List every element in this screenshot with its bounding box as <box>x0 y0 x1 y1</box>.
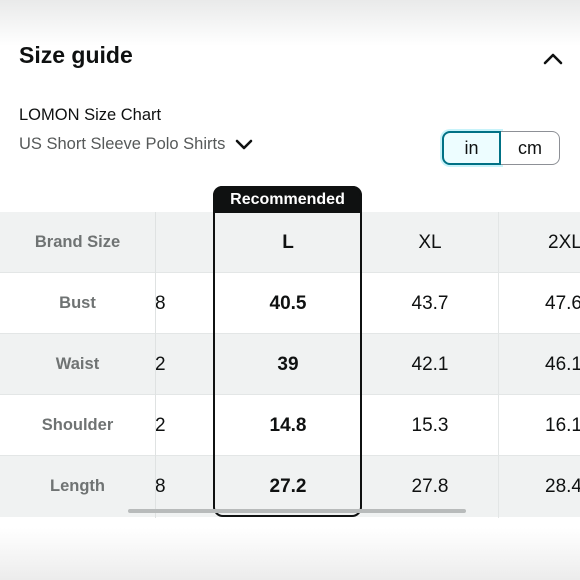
cell-partial: 2 <box>155 353 166 375</box>
row-divider <box>0 272 580 273</box>
table-row: Shoulder 2 14.8 15.3 16.1 <box>0 395 580 456</box>
size-table[interactable]: Brand Size L XL 2XL Bust 8 40.5 43.7 47.… <box>0 212 580 518</box>
category-dropdown-label: US Short Sleeve Polo Shirts <box>19 135 226 153</box>
table-row: Bust 8 40.5 43.7 47.6 <box>0 273 580 334</box>
cell-next: 15.3 <box>411 414 449 436</box>
row-label-length: Length <box>50 477 105 495</box>
brand-size-header: Brand Size <box>34 233 121 251</box>
size-header-next: XL <box>418 231 442 253</box>
cell-recommended: 27.2 <box>269 475 307 497</box>
table-header-row: Brand Size L XL 2XL <box>0 212 580 273</box>
cell-partial: 8 <box>155 292 166 314</box>
row-divider <box>0 394 580 395</box>
row-label-bust: Bust <box>59 294 96 312</box>
chart-name: LOMON Size Chart <box>19 106 162 124</box>
cell-partial: 2 <box>155 414 166 436</box>
category-dropdown[interactable]: US Short Sleeve Polo Shirts <box>19 135 254 154</box>
cell-recommended: 14.8 <box>269 414 307 436</box>
cell-edge: 47.6 <box>545 292 580 314</box>
cell-next: 27.8 <box>411 475 449 497</box>
column-divider <box>498 212 499 518</box>
horizontal-scrollbar[interactable] <box>128 509 466 513</box>
chevron-down-icon <box>236 139 253 149</box>
row-label-shoulder: Shoulder <box>41 416 114 434</box>
row-divider <box>0 455 580 456</box>
unit-cm-button[interactable]: cm <box>501 131 560 165</box>
collapse-button[interactable] <box>540 47 566 71</box>
top-fade <box>0 0 580 46</box>
size-header-edge: 2XL <box>548 231 580 253</box>
cell-next: 42.1 <box>411 353 449 375</box>
row-label-waist: Waist <box>55 355 100 373</box>
table-row: Waist 2 39 42.1 46.1 <box>0 334 580 395</box>
unit-toggle[interactable]: in cm <box>442 131 560 165</box>
cell-edge: 16.1 <box>545 414 580 436</box>
cell-recommended: 39 <box>277 353 299 375</box>
table-row: Length 8 27.2 27.8 28.4 <box>0 456 580 517</box>
cell-recommended: 40.5 <box>269 292 307 314</box>
recommended-banner: Recommended <box>213 186 362 213</box>
label-column-divider <box>155 212 156 518</box>
cell-next: 43.7 <box>411 292 449 314</box>
bottom-fade <box>0 528 580 580</box>
size-guide-title: Size guide <box>19 42 133 68</box>
cell-edge: 28.4 <box>545 475 580 497</box>
cell-partial: 8 <box>155 475 166 497</box>
unit-in-button[interactable]: in <box>442 131 501 165</box>
chevron-up-icon <box>543 53 563 65</box>
row-divider <box>0 333 580 334</box>
cell-edge: 46.1 <box>545 353 580 375</box>
size-header-recommended: L <box>282 231 294 253</box>
